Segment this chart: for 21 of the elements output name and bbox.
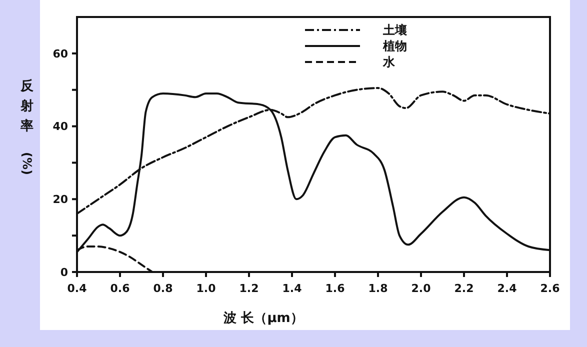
legend-label: 土壤 xyxy=(382,23,408,38)
text: 反射率(%) xyxy=(20,79,34,175)
x-tick-label: 2.4 xyxy=(497,282,518,295)
x-tick-label: 1.8 xyxy=(368,282,388,295)
legend-label: 水 xyxy=(382,55,396,70)
x-tick-label: 0.8 xyxy=(153,282,173,295)
y-tick-label: 40 xyxy=(52,120,68,134)
x-axis-title: 波 长（μm） xyxy=(222,311,304,326)
x-tick-label: 2.6 xyxy=(540,282,560,295)
x-tick-label: 0.6 xyxy=(110,282,130,295)
x-tick-label: 1.2 xyxy=(239,282,259,295)
y-tick-label: 0 xyxy=(60,266,68,279)
x-tick-label: 1.0 xyxy=(196,282,216,295)
x-tick-label: 1.6 xyxy=(325,282,346,295)
x-tick-label: 2.2 xyxy=(454,282,474,295)
legend-label: 植物 xyxy=(382,39,407,54)
x-tick-label: 1.4 xyxy=(282,282,302,295)
x-tick-label: 2.0 xyxy=(411,282,432,295)
y-tick-label: 60 xyxy=(52,47,68,60)
x-tick-label: 0.4 xyxy=(67,282,88,295)
y-tick-label: 20 xyxy=(52,192,68,206)
